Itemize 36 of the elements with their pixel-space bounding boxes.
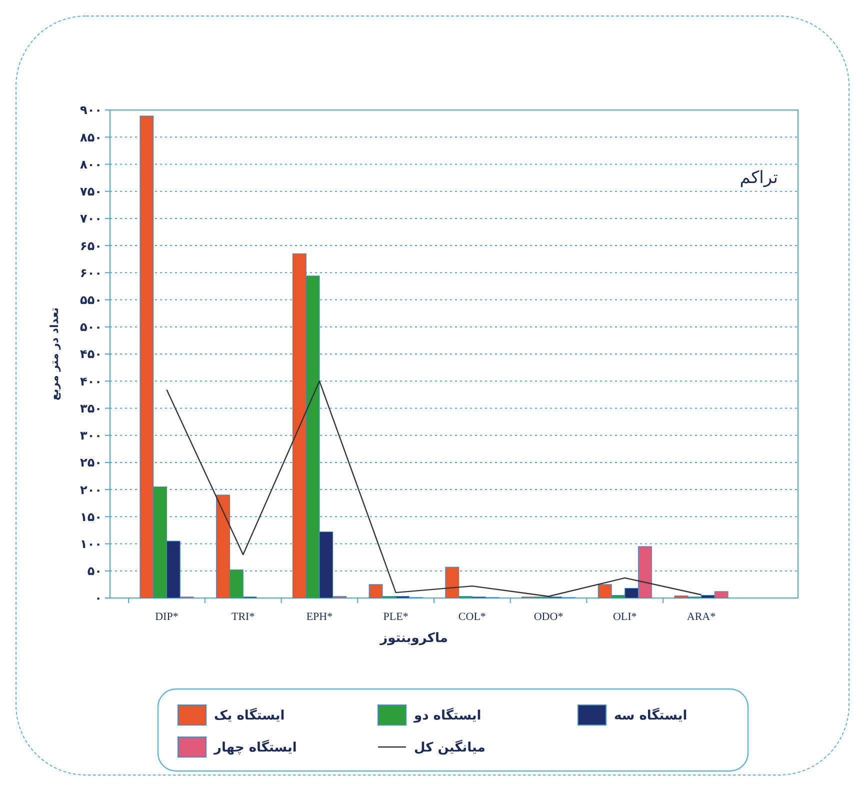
y-tick-label: ۲۵۰ [80, 456, 102, 470]
legend-label: ایستگاه چهار [213, 740, 297, 756]
y-tick-label: ۵۵۰ [80, 292, 102, 307]
y-tick-label: ۷۰۰ [80, 212, 102, 226]
x-tick-label: ODO* [534, 611, 564, 623]
y-tick-label: ۱۵۰ [80, 510, 102, 524]
legend-label: میانگین کل [414, 740, 486, 756]
x-axis-title: ماکروبنتوز [379, 631, 448, 646]
y-tick-label: ۵۰ [87, 564, 102, 578]
text: تراکم [740, 168, 778, 188]
y-tick-label: ۶۰۰ [80, 266, 102, 280]
y-axis-title: تعداد در متر مربع [48, 307, 61, 401]
x-tick-label: PLE* [383, 611, 408, 623]
y-tick-label: ۰ [94, 591, 102, 606]
y-tick-label: ۴۰۰ [80, 374, 102, 388]
y-tick-label: ۱۰۰ [80, 536, 102, 551]
y-tick-label: ۷۵۰ [80, 184, 102, 199]
legend-label: ایستگاه دو [413, 708, 482, 724]
y-tick-label: ۳۰۰ [80, 428, 102, 443]
y-tick-label: ۳۵۰ [80, 401, 102, 416]
y-tick-label: ۴۵۰ [80, 347, 102, 362]
legend-label: ایستگاه یک [214, 708, 285, 724]
x-tick-label: ARA* [686, 611, 716, 623]
x-tick-label: OLI* [612, 611, 637, 623]
x-tick-label: DIP* [155, 611, 178, 623]
legend-label: ایستگاه سه [614, 708, 688, 724]
x-tick-label: COL* [458, 611, 486, 623]
y-tick-label: ۸۰۰ [80, 157, 102, 172]
x-tick-label: EPH* [306, 611, 333, 623]
x-tick-label: TRI* [231, 611, 255, 623]
line-series [166, 380, 702, 597]
y-tick-label: ۵۰۰ [80, 320, 102, 334]
y-tick-label: ۶۵۰ [80, 238, 102, 253]
y-tick-label: ۹۰۰ [80, 103, 102, 118]
y-tick-label: ۸۵۰ [80, 130, 102, 144]
y-tick-label: ۲۰۰ [80, 482, 102, 497]
